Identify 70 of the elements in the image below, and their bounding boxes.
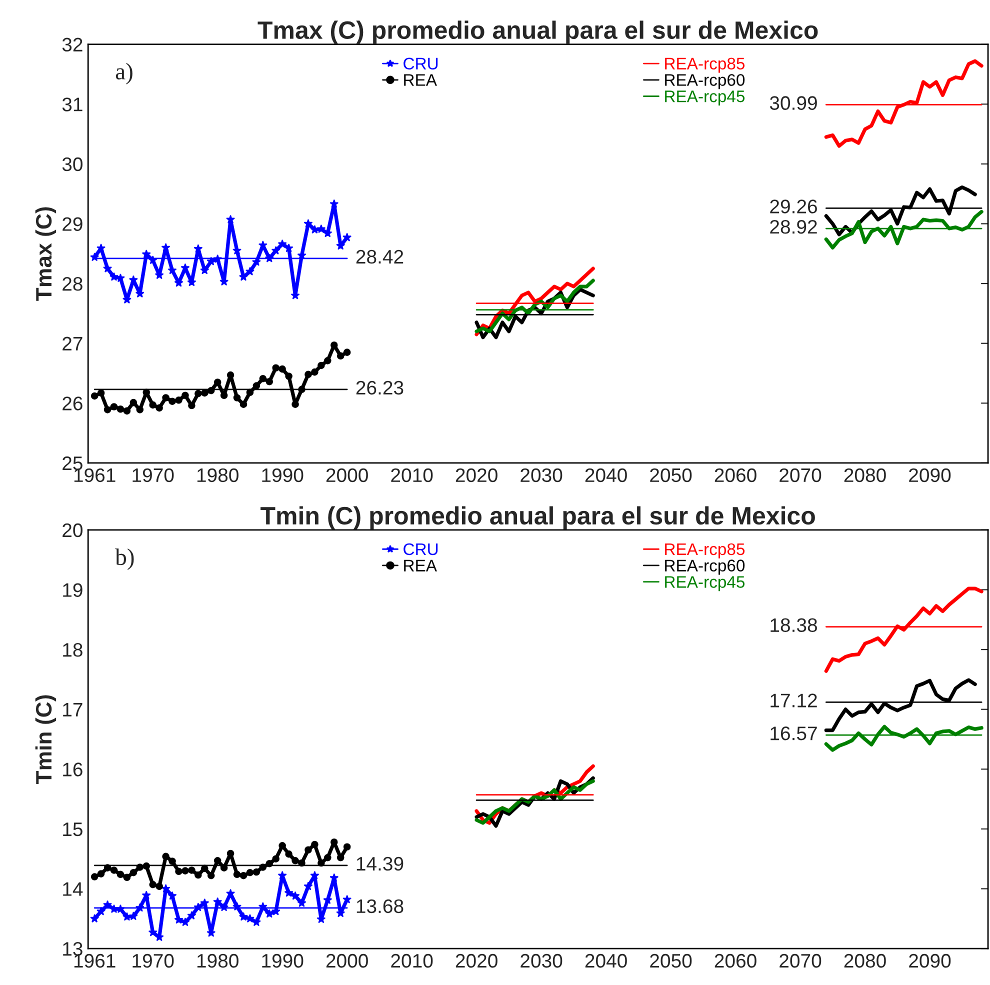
y-tick-label: 17 (63, 703, 82, 716)
y-tick-label: 20 (62, 523, 82, 538)
x-tick-label: 2060 (714, 468, 756, 482)
y-tick-label: 16 (63, 762, 82, 776)
x-tick-label: 2050 (650, 468, 692, 482)
y-tick-label: 31 (62, 98, 82, 112)
y-tick-label: 27 (62, 336, 82, 350)
x-tick-label: 2030 (520, 468, 562, 482)
x-tick-label: 2060 (714, 954, 756, 968)
legend-label: REA (404, 74, 437, 86)
y-tick-label: 32 (62, 38, 82, 52)
legend-label: REA (404, 560, 437, 572)
y-axis-title: Tmax (C) (35, 207, 56, 301)
data-label: 28.42 (356, 250, 404, 264)
legend-label: REA-rcp85 (665, 58, 745, 73)
legend-label: CRU (404, 543, 438, 556)
x-tick-label: 2090 (909, 468, 951, 482)
x-tick-label: 2070 (780, 954, 822, 968)
x-tick-label: 2020 (456, 468, 498, 482)
x-tick-label: 1990 (262, 468, 304, 482)
data-label: 28.92 (770, 220, 817, 234)
x-tick-label: 2080 (844, 954, 886, 968)
data-label: 26.23 (356, 380, 404, 395)
data-label: 30.99 (770, 96, 817, 110)
y-tick-label: 26 (62, 396, 82, 410)
data-label: 16.57 (770, 726, 817, 740)
x-tick-label: 1980 (197, 468, 238, 482)
x-tick-label: 1970 (132, 468, 174, 482)
x-tick-label: 1961 (74, 468, 116, 482)
y-tick-label: 18 (63, 643, 82, 657)
y-tick-label: 29 (62, 217, 82, 231)
y-tick-label: 28 (62, 277, 82, 291)
y-tick-label: 30 (62, 157, 82, 172)
x-tick-label: 1970 (132, 954, 174, 968)
x-tick-label: 2050 (650, 954, 692, 968)
x-tick-label: 2040 (585, 468, 627, 482)
x-tick-label: 2070 (780, 468, 822, 482)
y-tick-label: 13 (63, 942, 82, 956)
annotation: a) (116, 62, 132, 84)
x-tick-label: 2040 (585, 954, 627, 968)
x-tick-label: 2010 (391, 468, 433, 482)
chart-title: Tmin (C) promedio anual para el sur de Mexico (260, 506, 815, 530)
legend-label: REA-rcp60 (665, 560, 745, 575)
data-label: 17.12 (770, 694, 817, 708)
chart-title: Tmax (C) promedio anual para el sur de Mexico (258, 20, 818, 44)
x-tick-label: 2080 (844, 468, 886, 482)
x-tick-label: 2000 (326, 954, 368, 968)
x-tick-label: 1990 (262, 954, 304, 968)
y-tick-label: 19 (63, 583, 82, 597)
y-tick-label: 15 (63, 822, 82, 836)
x-tick-label: 2090 (909, 954, 951, 968)
data-label: 18.38 (770, 618, 817, 632)
data-label: 29.26 (770, 200, 817, 214)
legend-label: REA-rcp45 (665, 90, 745, 106)
legend-label: REA-rcp45 (665, 576, 745, 592)
data-label: 13.68 (356, 899, 404, 914)
y-tick-label: 25 (62, 456, 82, 470)
data-label: 14.39 (356, 856, 404, 871)
y-axis-title: Tmin (C) (35, 695, 56, 784)
y-tick-label: 14 (63, 882, 83, 896)
annotation: b) (115, 548, 134, 570)
x-tick-label: 2020 (456, 954, 498, 968)
x-tick-label: 1961 (74, 954, 116, 968)
x-tick-label: 1980 (197, 954, 238, 968)
legend-label: CRU (404, 58, 438, 70)
legend-label: REA-rcp60 (665, 74, 745, 90)
x-tick-label: 2000 (326, 468, 368, 482)
x-tick-label: 2010 (391, 954, 433, 968)
x-tick-label: 2030 (520, 954, 562, 968)
legend-label: REA-rcp85 (665, 543, 745, 558)
